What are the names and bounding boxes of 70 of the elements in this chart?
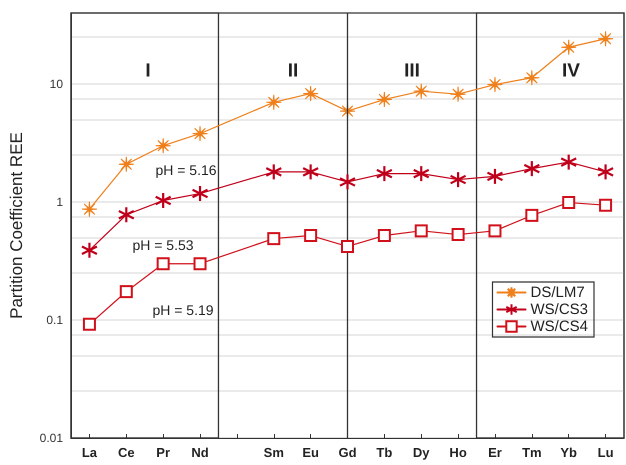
legend-label: WS/CS3 [530, 301, 588, 318]
y-tick-label: 0.1 [46, 313, 64, 328]
annotation: pH = 5.19 [152, 302, 214, 318]
point [598, 30, 614, 47]
point [525, 208, 538, 222]
point [413, 83, 430, 100]
y-tick-label: 1 [56, 195, 64, 210]
x-tick-label: La [82, 445, 98, 460]
x-tick-label: Dy [412, 445, 430, 460]
point [486, 76, 503, 93]
point [488, 224, 502, 238]
x-tick-label: Tm [522, 445, 542, 460]
point [266, 94, 282, 110]
annotation: I [145, 60, 151, 82]
x-tick-label: Sm [264, 445, 284, 460]
legend-label: DS/LM7 [530, 284, 585, 301]
point [376, 91, 392, 108]
point [599, 198, 612, 212]
point [560, 39, 577, 56]
point [81, 201, 98, 218]
point [302, 86, 319, 102]
x-tick-label: Ce [118, 445, 135, 460]
annotation: III [404, 60, 420, 82]
annotation: IV [562, 60, 580, 82]
annotation: pH = 5.16 [155, 162, 217, 178]
x-tick-label: Pr [156, 445, 170, 460]
x-tick-label: Ho [449, 445, 467, 460]
point [192, 126, 208, 142]
legend-label: WS/CS4 [530, 318, 588, 335]
point [376, 165, 393, 182]
x-tick-label: Lu [598, 445, 614, 460]
point [378, 229, 391, 242]
point [194, 257, 207, 270]
x-tick-label: Eu [302, 445, 319, 460]
point [191, 184, 209, 202]
x-tick-label: Er [488, 445, 502, 460]
x-tick-label: Yb [560, 445, 578, 460]
point [414, 224, 428, 238]
y-tick-label: 10 [50, 77, 64, 92]
point [486, 168, 504, 185]
point [265, 163, 282, 181]
y-axis-title: Partition Coefficient REE [7, 132, 26, 319]
x-tick-label: Tb [376, 445, 392, 460]
annotation: II [288, 60, 298, 82]
point [267, 232, 280, 246]
y-tick-label: 0.01 [40, 431, 64, 445]
point [450, 86, 466, 102]
point [155, 138, 172, 154]
x-tick-label: Nd [191, 445, 209, 460]
x-tick-label: Gd [338, 445, 357, 460]
point [82, 318, 96, 331]
point [450, 170, 467, 188]
point [562, 196, 576, 210]
point [304, 229, 318, 242]
point [120, 285, 133, 298]
point [338, 173, 356, 191]
point [524, 70, 540, 86]
point [156, 257, 170, 270]
point [560, 153, 578, 171]
point [80, 242, 98, 259]
point [154, 192, 172, 210]
point [412, 165, 430, 182]
point [118, 156, 134, 172]
point [596, 163, 614, 181]
annotation: pH = 5.53 [132, 237, 194, 253]
point [452, 228, 465, 242]
point [523, 160, 540, 178]
point [118, 206, 135, 224]
point [341, 240, 354, 253]
point [302, 163, 320, 181]
